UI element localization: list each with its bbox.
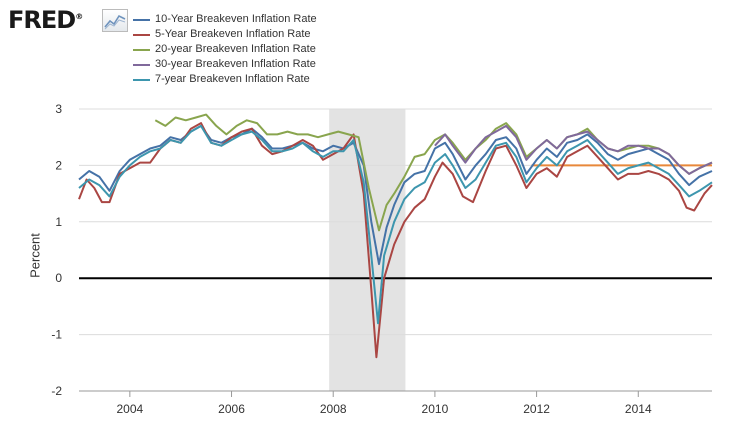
legend-item[interactable]: 10-Year Breakeven Inflation Rate [131, 12, 317, 27]
x-tick-label: 2006 [218, 402, 245, 416]
y-tick-label: 0 [55, 271, 62, 285]
registered-mark: ® [75, 12, 83, 21]
legend-swatch [133, 34, 150, 36]
x-tick-label: 2012 [523, 402, 550, 416]
y-tick-label: -1 [51, 328, 62, 342]
series-line-4 [78, 124, 713, 325]
legend-swatch [133, 64, 150, 66]
legend-item[interactable]: 20-year Breakeven Inflation Rate [131, 42, 317, 57]
series-line-2 [154, 113, 713, 232]
y-tick-label: 1 [55, 215, 62, 229]
legend-label: 10-Year Breakeven Inflation Rate [155, 13, 317, 25]
y-tick-label: 2 [55, 158, 62, 172]
legend-item[interactable]: 7-year Breakeven Inflation Rate [131, 72, 317, 87]
legend-label: 7-year Breakeven Inflation Rate [155, 73, 310, 85]
legend-swatch [133, 79, 150, 81]
x-tick-label: 2004 [116, 402, 143, 416]
legend-label: 20-year Breakeven Inflation Rate [155, 43, 316, 55]
legend-swatch [133, 19, 150, 21]
y-tick-label: -2 [51, 384, 62, 398]
x-tick-label: 2010 [422, 402, 449, 416]
x-tick-label: 2008 [320, 402, 347, 416]
y-tick-label: 3 [55, 102, 62, 116]
brand-name: FRED [8, 6, 76, 34]
fred-logo[interactable]: FRED® [8, 6, 83, 34]
legend-item[interactable]: 5-Year Breakeven Inflation Rate [131, 27, 317, 42]
trend-line-icon [102, 9, 128, 32]
series-line-3 [434, 124, 713, 175]
legend-item[interactable]: 30-year Breakeven Inflation Rate [131, 57, 317, 72]
legend-swatch [133, 49, 150, 51]
x-tick-label: 2014 [625, 402, 652, 416]
legend-label: 30-year Breakeven Inflation Rate [155, 58, 316, 70]
chart-legend: 10-Year Breakeven Inflation Rate 5-Year … [131, 12, 317, 87]
legend-label: 5-Year Breakeven Inflation Rate [155, 28, 311, 40]
